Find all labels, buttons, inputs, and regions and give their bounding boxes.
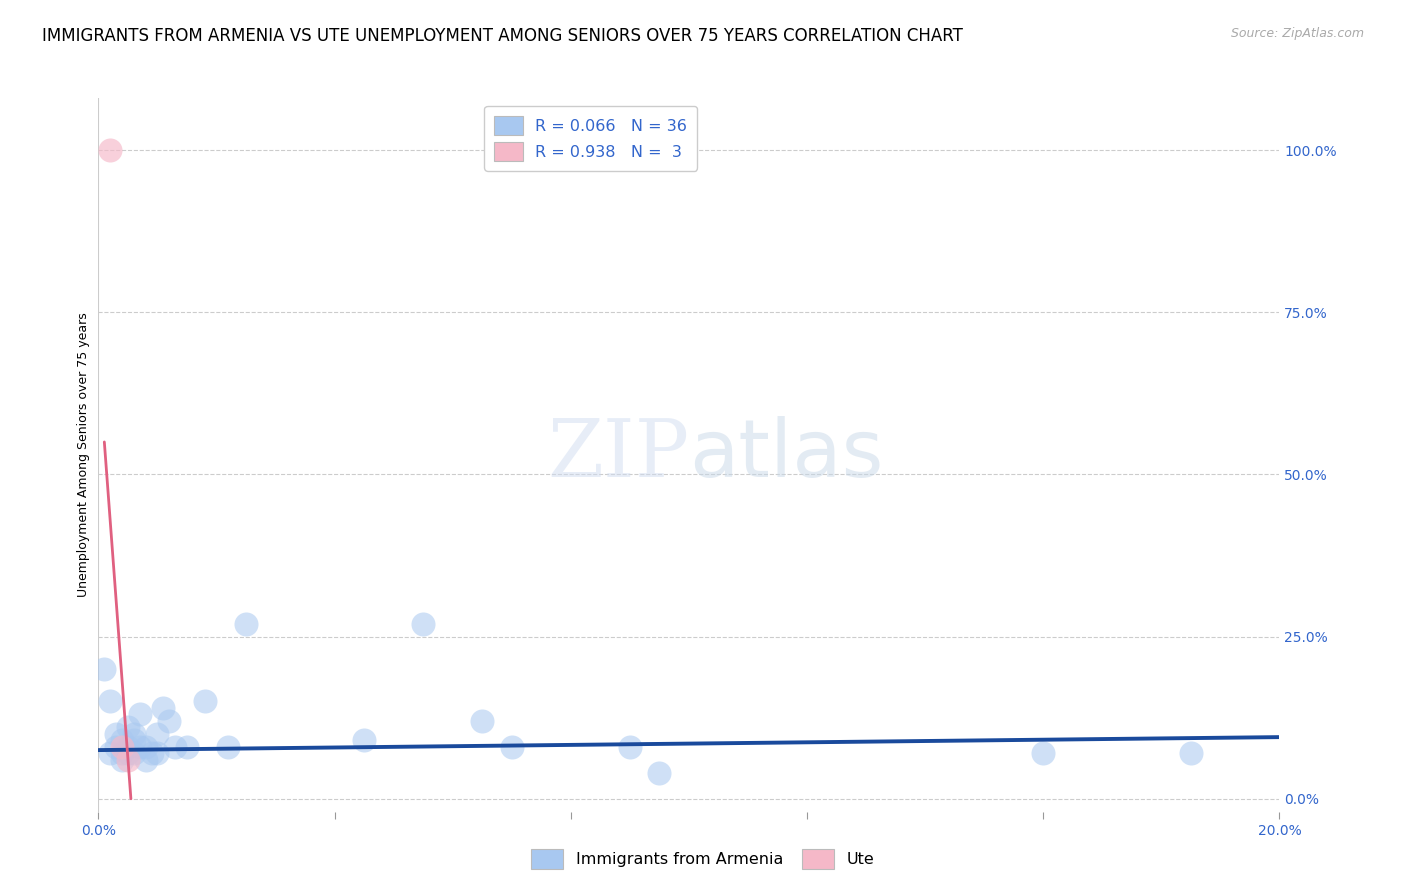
Point <box>105 727 128 741</box>
Point <box>353 733 375 747</box>
Point <box>141 747 163 761</box>
Text: ZIP: ZIP <box>547 416 689 494</box>
Point <box>146 727 169 741</box>
Point <box>217 739 239 754</box>
Point <box>471 714 494 728</box>
Point <box>235 616 257 631</box>
Legend: R = 0.066   N = 36, R = 0.938   N =  3: R = 0.066 N = 36, R = 0.938 N = 3 <box>484 106 697 170</box>
Point <box>122 727 145 741</box>
Point <box>176 739 198 754</box>
Point <box>117 720 139 734</box>
Y-axis label: Unemployment Among Seniors over 75 years: Unemployment Among Seniors over 75 years <box>77 312 90 598</box>
Text: Source: ZipAtlas.com: Source: ZipAtlas.com <box>1230 27 1364 40</box>
Point <box>111 747 134 761</box>
Point <box>648 765 671 780</box>
Point <box>98 694 121 708</box>
Point <box>128 707 150 722</box>
Point <box>152 701 174 715</box>
Text: IMMIGRANTS FROM ARMENIA VS UTE UNEMPLOYMENT AMONG SENIORS OVER 75 YEARS CORRELAT: IMMIGRANTS FROM ARMENIA VS UTE UNEMPLOYM… <box>42 27 963 45</box>
Point <box>194 694 217 708</box>
Point <box>135 739 157 754</box>
Point <box>619 739 641 754</box>
Point <box>105 739 128 754</box>
Point <box>117 753 139 767</box>
Point <box>157 714 180 728</box>
Point <box>1032 747 1054 761</box>
Point <box>117 747 139 761</box>
Point <box>122 733 145 747</box>
Text: atlas: atlas <box>689 416 883 494</box>
Point <box>128 739 150 754</box>
Point <box>501 739 523 754</box>
Legend: Immigrants from Armenia, Ute: Immigrants from Armenia, Ute <box>524 843 882 875</box>
Point <box>146 747 169 761</box>
Point <box>111 733 134 747</box>
Point <box>111 739 134 754</box>
Point <box>111 753 134 767</box>
Point <box>1180 747 1202 761</box>
Point <box>412 616 434 631</box>
Point <box>98 143 121 157</box>
Point <box>93 662 115 676</box>
Point <box>122 747 145 761</box>
Point <box>117 739 139 754</box>
Point <box>135 753 157 767</box>
Point <box>165 739 187 754</box>
Point <box>98 747 121 761</box>
